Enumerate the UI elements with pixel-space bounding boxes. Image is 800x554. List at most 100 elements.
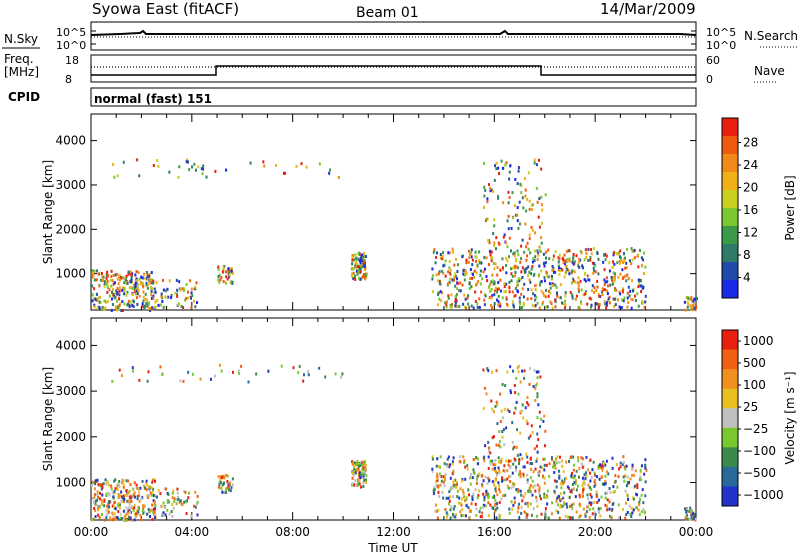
echo-cell (362, 251, 365, 255)
echo-cell (357, 252, 360, 256)
echo-cell (570, 490, 573, 494)
echo-cell (518, 458, 521, 462)
echo-cell (598, 303, 601, 307)
echo-cell (620, 259, 623, 263)
echo-cell (583, 278, 586, 282)
echo-cell (544, 507, 547, 511)
echo-cell (621, 298, 624, 302)
echo-cell (497, 294, 500, 298)
echo-cell (531, 260, 534, 264)
echo-cell (474, 255, 477, 259)
echo-cell (603, 268, 606, 272)
echo-cell (166, 287, 169, 291)
echo-cell (685, 509, 688, 513)
echo-cell (627, 497, 630, 501)
echo-cell (120, 495, 123, 499)
echo-cell (459, 487, 462, 491)
echo-cell (353, 473, 356, 477)
echo-cell (493, 244, 496, 248)
freq-label-line2: [MHz] (4, 65, 39, 79)
echo-cell (513, 204, 516, 208)
echo-cell (543, 457, 546, 461)
echo-cell (546, 489, 549, 493)
echo-cell (483, 185, 486, 189)
echo-cell (151, 287, 154, 291)
echo-cell (533, 272, 536, 276)
echo-cell (476, 496, 479, 500)
echo-cell (438, 279, 441, 283)
echo-cell (126, 280, 129, 284)
echo-cell (137, 288, 140, 292)
echo-cell (490, 256, 493, 260)
echo-cell (630, 306, 633, 310)
echo-cell (112, 162, 115, 166)
echo-cell (444, 472, 447, 476)
echo-cell (497, 460, 500, 464)
echo-cell (687, 517, 690, 521)
echo-cell (504, 478, 507, 482)
echo-cell (590, 305, 593, 309)
echo-cell (492, 189, 495, 193)
echo-cell (580, 456, 583, 460)
echo-cell (686, 513, 689, 517)
echo-cell (436, 279, 439, 283)
echo-cell (441, 291, 444, 295)
echo-cell (444, 259, 447, 263)
echo-cell (149, 485, 152, 489)
echo-cell (151, 480, 154, 484)
echo-cell (559, 482, 562, 486)
echo-cell (506, 477, 509, 481)
echo-cell (100, 512, 103, 516)
echo-cell (638, 503, 641, 507)
echo-cell (138, 490, 141, 494)
echo-cell (457, 501, 460, 505)
echo-cell (365, 480, 368, 484)
echo-cell (551, 501, 554, 505)
echo-cell (300, 162, 303, 166)
echo-cell (544, 261, 547, 265)
echo-cell (106, 273, 109, 277)
echo-cell (341, 372, 344, 376)
echo-cell (453, 478, 456, 482)
echo-cell (112, 513, 115, 517)
echo-cell (97, 272, 100, 276)
y-tick-label: 4000 (55, 338, 86, 352)
echo-cell (150, 486, 153, 490)
echo-cell (171, 503, 174, 507)
echo-cell (514, 213, 517, 217)
echo-cell (632, 473, 635, 477)
echo-cell (480, 261, 483, 265)
echo-cell (354, 262, 357, 266)
echo-cell (512, 369, 515, 373)
echo-cell (644, 265, 647, 269)
echo-cell (135, 514, 138, 518)
echo-cell (442, 480, 445, 484)
echo-cell (515, 488, 518, 492)
echo-cell (483, 267, 486, 271)
echo-cell (545, 270, 548, 274)
echo-cell (503, 464, 506, 468)
echo-cell (456, 277, 459, 281)
echo-cell (495, 236, 498, 240)
echo-cell (535, 186, 538, 190)
echo-cell (604, 491, 607, 495)
echo-cell (176, 491, 179, 495)
echo-cell (534, 398, 537, 402)
echo-cell (494, 489, 497, 493)
echo-cell (356, 262, 359, 266)
echo-cell (630, 279, 633, 283)
echo-cell (593, 484, 596, 488)
echo-cell (467, 294, 470, 298)
echo-cell (129, 280, 132, 284)
echo-cell (547, 516, 550, 520)
echo-cell (165, 487, 168, 491)
echo-cell (499, 278, 502, 282)
echo-cell (436, 478, 439, 482)
echo-cell (566, 259, 569, 263)
echo-cell (474, 488, 477, 492)
echo-cell (359, 270, 362, 274)
echo-cell (633, 294, 636, 298)
echo-cell (487, 492, 490, 496)
echo-cell (123, 292, 126, 296)
echo-cell (564, 303, 567, 307)
